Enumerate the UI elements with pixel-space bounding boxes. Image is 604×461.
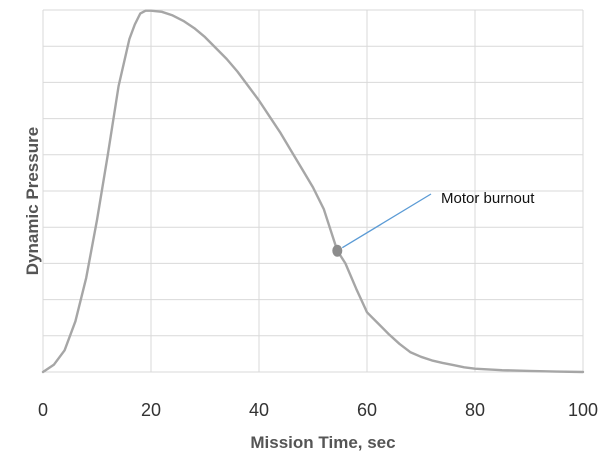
x-tick-label-20: 20 xyxy=(141,400,161,420)
x-axis-title: Mission Time, sec xyxy=(250,433,395,452)
x-tick-label-60: 60 xyxy=(357,400,377,420)
series-layer xyxy=(41,9,585,374)
x-tick-labels: 0 20 40 60 80 100 xyxy=(38,400,598,420)
annotation-layer: Motor burnout xyxy=(332,190,535,257)
y-axis-title: Dynamic Pressure xyxy=(23,127,42,275)
grid xyxy=(42,9,584,373)
burnout-leader-line xyxy=(341,193,432,249)
x-tick-label-100: 100 xyxy=(568,400,598,420)
x-tick-label-80: 80 xyxy=(465,400,485,420)
burnout-label: Motor burnout xyxy=(441,190,535,207)
dynamic-pressure-line xyxy=(41,9,585,374)
burnout-marker xyxy=(332,244,343,257)
x-tick-label-40: 40 xyxy=(249,400,269,420)
x-tick-label-0: 0 xyxy=(38,400,48,420)
